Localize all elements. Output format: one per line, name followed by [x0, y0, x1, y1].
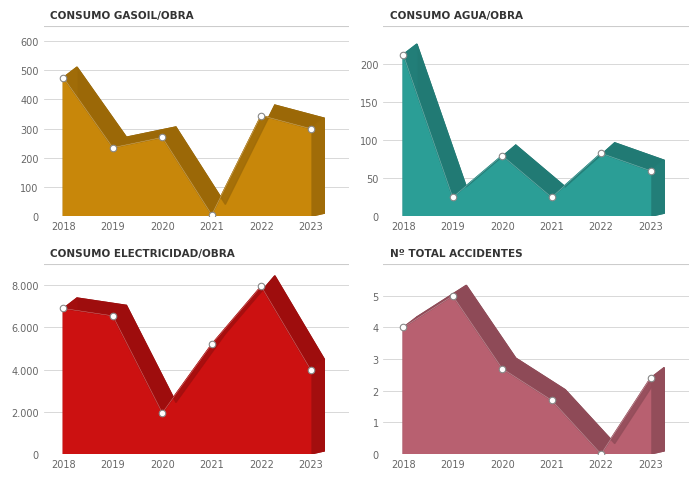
Polygon shape	[77, 276, 324, 451]
Point	[645, 374, 656, 382]
Point	[157, 409, 168, 417]
Polygon shape	[403, 214, 664, 217]
Point	[398, 51, 409, 59]
Polygon shape	[417, 45, 664, 214]
Polygon shape	[64, 287, 311, 454]
Point	[206, 341, 218, 348]
Point	[645, 168, 656, 175]
Point	[107, 312, 118, 320]
Polygon shape	[403, 451, 664, 454]
Point	[305, 366, 316, 374]
Polygon shape	[650, 161, 664, 217]
Point	[58, 74, 69, 82]
Point	[58, 305, 69, 312]
Polygon shape	[64, 299, 77, 454]
Text: CONSUMO AGUA/OBRA: CONSUMO AGUA/OBRA	[390, 11, 523, 21]
Text: CONSUMO GASOIL/OBRA: CONSUMO GASOIL/OBRA	[50, 11, 193, 21]
Point	[596, 450, 607, 458]
Point	[157, 134, 168, 142]
Polygon shape	[403, 45, 664, 198]
Polygon shape	[311, 119, 324, 217]
Polygon shape	[77, 68, 324, 214]
Point	[256, 283, 267, 290]
Point	[496, 365, 507, 372]
Polygon shape	[403, 45, 417, 217]
Point	[447, 292, 458, 300]
Text: CONSUMO ELECTRICIDAD/OBRA: CONSUMO ELECTRICIDAD/OBRA	[50, 248, 234, 258]
Polygon shape	[403, 55, 650, 217]
Point	[206, 212, 218, 219]
Point	[305, 126, 316, 133]
Polygon shape	[417, 286, 664, 451]
Point	[398, 324, 409, 332]
Polygon shape	[650, 368, 664, 454]
Point	[596, 150, 607, 158]
Point	[496, 152, 507, 160]
Polygon shape	[403, 286, 664, 454]
Polygon shape	[64, 276, 324, 413]
Polygon shape	[64, 68, 324, 216]
Polygon shape	[64, 214, 324, 217]
Point	[447, 194, 458, 202]
Polygon shape	[403, 317, 417, 454]
Polygon shape	[64, 78, 311, 217]
Text: Nº TOTAL ACCIDENTES: Nº TOTAL ACCIDENTES	[390, 248, 522, 258]
Point	[107, 144, 118, 152]
Point	[546, 194, 557, 202]
Point	[256, 112, 267, 120]
Polygon shape	[403, 296, 650, 454]
Polygon shape	[64, 68, 77, 217]
Polygon shape	[64, 451, 324, 454]
Polygon shape	[311, 360, 324, 454]
Point	[546, 396, 557, 404]
